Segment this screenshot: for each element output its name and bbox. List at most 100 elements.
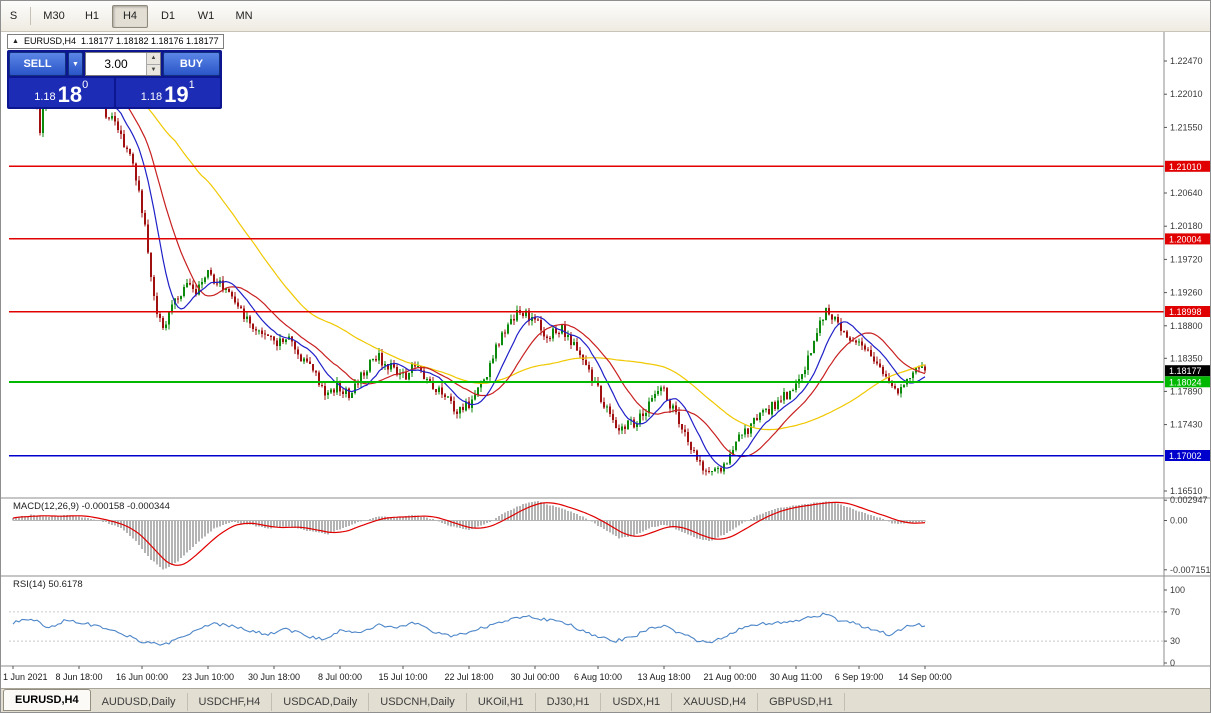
svg-text:1.21550: 1.21550 <box>1170 122 1203 132</box>
svg-text:1.17890: 1.17890 <box>1170 386 1203 396</box>
svg-text:22 Jul 18:00: 22 Jul 18:00 <box>444 672 493 682</box>
timeframe-button-clipped[interactable]: S <box>9 10 18 22</box>
one-click-trading-panel: SELL ▼ 3.00 ▲ ▼ BUY 1.18 18 0 <box>7 50 222 109</box>
chart-tab-xauusd-h4[interactable]: XAUUSD,H4 <box>672 693 759 711</box>
sell-price-prefix: 1.18 <box>34 91 56 103</box>
chart-tab-usdchf-h4[interactable]: USDCHF,H4 <box>188 693 273 711</box>
svg-text:100: 100 <box>1170 585 1185 595</box>
chart-tab-usdcad-daily[interactable]: USDCAD,Daily <box>272 693 370 711</box>
sell-price-sup: 0 <box>82 79 89 91</box>
timeframe-button-h1[interactable]: H1 <box>84 10 100 22</box>
price-axis-labels: 1.22470 1.22010 1.21550 1.20640 1.20180 1.197… <box>1164 56 1211 668</box>
svg-text:1.18024: 1.18024 <box>1169 377 1202 387</box>
chart-tab-usdcnh-daily[interactable]: USDCNH,Daily <box>369 693 467 711</box>
svg-text:-0.007151: -0.007151 <box>1170 565 1211 575</box>
chart-tab-audusd-daily[interactable]: AUDUSD,Daily <box>91 693 188 711</box>
chevron-down-icon: ▼ <box>72 60 79 68</box>
svg-text:13 Aug 18:00: 13 Aug 18:00 <box>637 672 690 682</box>
svg-text:30: 30 <box>1170 636 1180 646</box>
svg-text:1.18350: 1.18350 <box>1170 353 1203 363</box>
svg-text:1.17430: 1.17430 <box>1170 420 1203 430</box>
svg-text:1.18998: 1.18998 <box>1169 307 1202 317</box>
price-axis-badges: 1.21010 1.20004 1.18998 1.18024 1.17002 1.181… <box>1165 160 1210 461</box>
timeframe-button-d1[interactable]: D1 <box>160 10 176 22</box>
buy-price-big: 19 <box>164 82 189 107</box>
svg-text:0.002947: 0.002947 <box>1170 495 1208 505</box>
buy-price-sup: 1 <box>188 79 195 91</box>
buy-button[interactable]: BUY <box>163 52 220 76</box>
buy-price-display[interactable]: 1.18 19 1 <box>115 78 220 107</box>
svg-text:30 Jun 18:00: 30 Jun 18:00 <box>248 672 300 682</box>
svg-text:30 Aug 11:00: 30 Aug 11:00 <box>770 672 822 682</box>
chart-ohlc-header: ▲ EURUSD,H4 1.18177 1.18182 1.18176 1.18… <box>7 34 224 49</box>
timeframe-button-w1[interactable]: W1 <box>197 10 215 22</box>
svg-text:0: 0 <box>1170 658 1175 668</box>
rsi-label: RSI(14) 50.6178 <box>13 579 83 590</box>
timeframe-toolbar: S M30 H1 H4 D1 W1 MN <box>1 1 1210 32</box>
svg-text:8 Jun 18:00: 8 Jun 18:00 <box>55 672 102 682</box>
svg-text:0.00: 0.00 <box>1170 516 1188 526</box>
chart-ohlc-values: 1.18177 1.18182 1.18176 1.18177 <box>80 36 219 46</box>
volume-input[interactable]: 3.00 <box>104 57 128 71</box>
sell-price-display[interactable]: 1.18 18 0 <box>9 78 114 107</box>
sell-price-big: 18 <box>57 82 83 107</box>
volume-field: 3.00 ▲ ▼ <box>85 52 161 76</box>
svg-text:1.17002: 1.17002 <box>1169 451 1202 461</box>
chart-tab-eurusd-h4[interactable]: EURUSD,H4 <box>3 689 91 711</box>
svg-text:1.18177: 1.18177 <box>1169 366 1202 376</box>
svg-text:1.19260: 1.19260 <box>1170 288 1203 298</box>
macd-signal-line <box>12 501 926 566</box>
chart-symbol-label: EURUSD,H4 <box>23 36 76 46</box>
timeframe-buttons: M30 H1 H4 D1 W1 MN <box>35 4 263 28</box>
time-axis-labels: 1 Jun 2021 8 Jun 18:00 16 Jun 00:00 23 Jun … <box>3 666 952 682</box>
chart-canvas[interactable]: 1.22470 1.22010 1.21550 1.20640 1.20180 1.197… <box>1 31 1211 688</box>
svg-text:6 Sep 19:00: 6 Sep 19:00 <box>835 672 884 682</box>
timeframe-button-m30[interactable]: M30 <box>43 10 65 22</box>
svg-text:1 Jun 2021: 1 Jun 2021 <box>3 672 48 682</box>
candlesticks <box>12 56 926 476</box>
svg-text:1.19720: 1.19720 <box>1170 254 1203 264</box>
svg-text:15 Jul 10:00: 15 Jul 10:00 <box>378 672 427 682</box>
svg-text:6 Aug 10:00: 6 Aug 10:00 <box>574 672 622 682</box>
horizontal-level-lines[interactable] <box>9 165 1164 457</box>
chart-tab-dj30-h1[interactable]: DJ30,H1 <box>536 693 602 711</box>
svg-text:21 Aug 00:00: 21 Aug 00:00 <box>703 672 756 682</box>
svg-text:30 Jul 00:00: 30 Jul 00:00 <box>510 672 559 682</box>
buy-price-prefix: 1.18 <box>140 91 163 103</box>
chart-tab-ukoil-h1[interactable]: UKOil,H1 <box>467 693 536 711</box>
svg-text:14 Sep 00:00: 14 Sep 00:00 <box>898 672 952 682</box>
svg-text:1.22470: 1.22470 <box>1170 56 1203 66</box>
svg-text:1.18800: 1.18800 <box>1170 321 1203 331</box>
volume-dropdown-button[interactable]: ▼ <box>68 52 83 76</box>
svg-text:70: 70 <box>1170 607 1180 617</box>
svg-text:1.20640: 1.20640 <box>1170 188 1203 198</box>
panel-separators[interactable] <box>1 31 1211 667</box>
svg-text:23 Jun 10:00: 23 Jun 10:00 <box>182 672 234 682</box>
toolbar-separator <box>30 7 31 25</box>
macd-histogram <box>12 501 926 570</box>
sell-button[interactable]: SELL <box>9 52 66 76</box>
collapse-icon[interactable]: ▲ <box>12 38 19 45</box>
timeframe-button-mn[interactable]: MN <box>235 10 253 22</box>
rsi-line <box>12 612 926 646</box>
svg-text:1.20180: 1.20180 <box>1170 221 1203 231</box>
macd-label: MACD(12,26,9) -0.000158 -0.000344 <box>13 501 170 512</box>
svg-text:16 Jun 00:00: 16 Jun 00:00 <box>116 672 168 682</box>
chart-tab-usdx-h1[interactable]: USDX,H1 <box>601 693 673 711</box>
svg-text:1.20004: 1.20004 <box>1169 234 1202 244</box>
svg-text:1.16510: 1.16510 <box>1170 486 1203 496</box>
volume-spinner: ▲ ▼ <box>146 53 160 75</box>
ma-line-ma_slow <box>12 64 926 431</box>
volume-decrease-button[interactable]: ▼ <box>147 64 160 75</box>
svg-text:1.21010: 1.21010 <box>1169 162 1202 172</box>
chart-window: 1.22470 1.22010 1.21550 1.20640 1.20180 1.197… <box>1 31 1211 688</box>
svg-text:8 Jul 00:00: 8 Jul 00:00 <box>318 672 362 682</box>
ma-line-ma_fast <box>12 64 926 469</box>
timeframe-button-h4[interactable]: H4 <box>112 4 148 28</box>
volume-increase-button[interactable]: ▲ <box>147 53 160 65</box>
svg-text:1.22010: 1.22010 <box>1170 89 1203 99</box>
ma-line-ma_mid <box>12 64 926 458</box>
chart-tabs-bar: EURUSD,H4 AUDUSD,Daily USDCHF,H4 USDCAD,Dai… <box>1 688 1210 712</box>
chart-tab-gbpusd-h1[interactable]: GBPUSD,H1 <box>758 693 845 711</box>
